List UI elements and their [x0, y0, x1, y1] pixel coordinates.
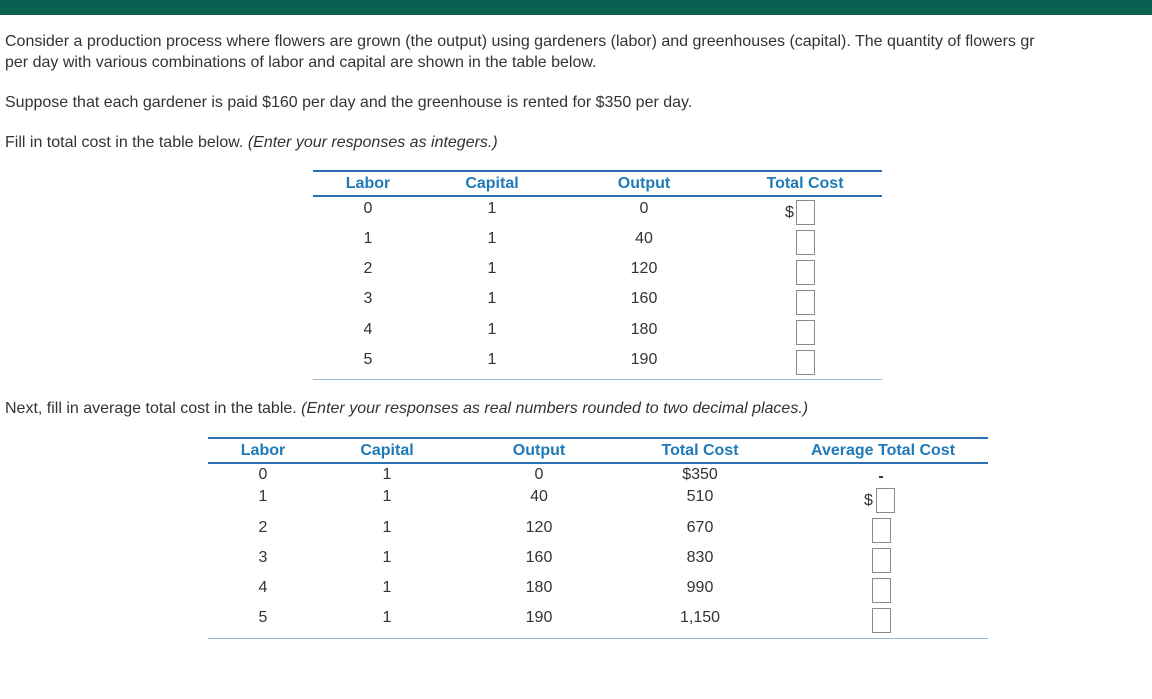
cell-output: 120 — [525, 519, 553, 536]
total-cost-input[interactable] — [796, 200, 815, 225]
header-output: Output — [617, 175, 671, 192]
cell-capital: 1 — [487, 321, 497, 338]
cell-output: 180 — [630, 321, 658, 338]
cell-total-cost: 510 — [686, 488, 714, 505]
cell-labor: 4 — [363, 321, 373, 338]
table-top-rule — [313, 170, 882, 172]
instruction-text: Fill in total cost in the table below. — [5, 134, 244, 151]
total-cost-input[interactable] — [796, 350, 815, 375]
cell-labor: 2 — [258, 519, 268, 536]
cell-output: 190 — [525, 609, 553, 626]
intro-text-line2: per day with various combinations of lab… — [5, 54, 597, 71]
cell-capital: 1 — [487, 290, 497, 307]
cell-capital: 1 — [382, 519, 392, 536]
cell-capital: 1 — [382, 609, 392, 626]
cell-total-cost: 1,150 — [679, 609, 721, 626]
table-bottom-rule — [208, 638, 988, 639]
cell-output: 40 — [635, 230, 653, 247]
cell-capital: 1 — [487, 200, 497, 217]
table-header-rule — [313, 195, 882, 197]
cell-output: 120 — [630, 260, 658, 277]
cell-labor: 5 — [363, 351, 373, 368]
currency-symbol: $ — [864, 492, 873, 509]
total-cost-input[interactable] — [796, 320, 815, 345]
cell-output: 40 — [530, 488, 548, 505]
average-total-cost-input[interactable] — [872, 578, 891, 603]
cell-output: 0 — [534, 466, 544, 483]
header-labor: Labor — [240, 442, 286, 459]
instruction-total-cost: Fill in total cost in the table below. (… — [5, 132, 498, 153]
cell-capital: 1 — [382, 549, 392, 566]
cell-labor: 3 — [258, 549, 268, 566]
cell-labor: 1 — [363, 230, 373, 247]
average-total-cost-input[interactable] — [876, 488, 895, 513]
cell-capital: 1 — [487, 351, 497, 368]
cell-output: 160 — [630, 290, 658, 307]
cell-output: 190 — [630, 351, 658, 368]
instruction-note: (Enter your responses as real numbers ro… — [301, 400, 809, 417]
instruction-text: Next, fill in average total cost in the … — [5, 400, 297, 417]
cell-labor: 3 — [363, 290, 373, 307]
instruction-note: (Enter your responses as integers.) — [247, 134, 498, 151]
intro-text-line1: Consider a production process where flow… — [5, 33, 1035, 50]
cell-total-cost: 990 — [686, 579, 714, 596]
total-cost-input[interactable] — [796, 260, 815, 285]
average-total-cost-input[interactable] — [872, 518, 891, 543]
cell-labor: 0 — [258, 466, 268, 483]
cell-capital: 1 — [382, 488, 392, 505]
cell-capital: 1 — [487, 230, 497, 247]
header-output: Output — [512, 442, 566, 459]
top-banner — [0, 0, 1152, 15]
cell-output: 0 — [639, 200, 649, 217]
currency-symbol: $ — [785, 204, 794, 221]
cell-labor: 5 — [258, 609, 268, 626]
wage-text: Suppose that each gardener is paid $160 … — [5, 94, 693, 111]
cell-capital: 1 — [382, 466, 392, 483]
average-total-cost-input[interactable] — [872, 608, 891, 633]
cell-labor: 1 — [258, 488, 268, 505]
table-top-rule — [208, 437, 988, 439]
cell-capital: 1 — [382, 579, 392, 596]
atc-dash: - — [878, 468, 884, 485]
header-capital: Capital — [360, 442, 414, 459]
header-total-cost: Total Cost — [661, 442, 739, 459]
header-labor: Labor — [345, 175, 391, 192]
total-cost-input[interactable] — [796, 290, 815, 315]
cell-total-cost: 670 — [686, 519, 714, 536]
average-total-cost-input[interactable] — [872, 548, 891, 573]
table-bottom-rule — [313, 379, 882, 380]
table-header-rule — [208, 462, 988, 464]
cell-output: 160 — [525, 549, 553, 566]
cell-total-cost: $350 — [682, 466, 718, 483]
cell-output: 180 — [525, 579, 553, 596]
instruction-average-cost: Next, fill in average total cost in the … — [5, 398, 808, 419]
cell-labor: 0 — [363, 200, 373, 217]
total-cost-input[interactable] — [796, 230, 815, 255]
cell-capital: 1 — [487, 260, 497, 277]
header-average-total-cost: Average Total Cost — [810, 442, 956, 459]
header-capital: Capital — [465, 175, 519, 192]
cell-labor: 2 — [363, 260, 373, 277]
cell-labor: 4 — [258, 579, 268, 596]
header-total-cost: Total Cost — [766, 175, 844, 192]
cell-total-cost: 830 — [686, 549, 714, 566]
